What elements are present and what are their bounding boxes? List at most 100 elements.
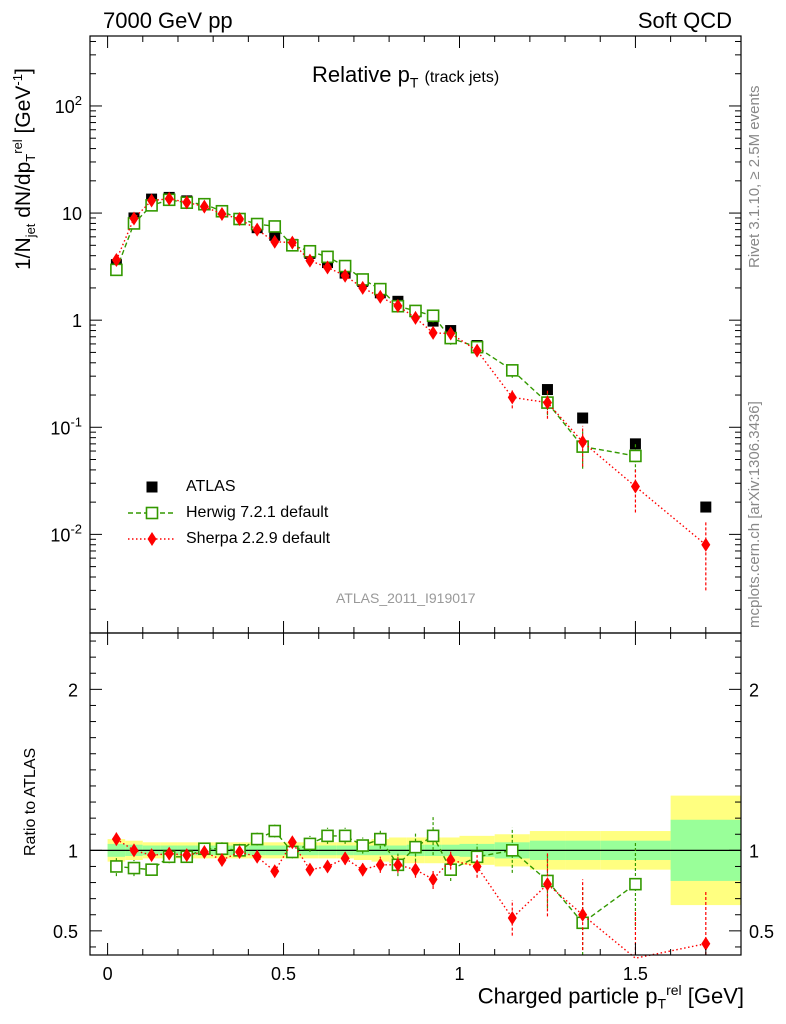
y-tick-label: 102 xyxy=(55,93,82,117)
y-tick-label: 10-1 xyxy=(50,414,82,438)
ratio-data-point xyxy=(321,829,334,843)
legend-marker xyxy=(146,481,158,493)
ratio-data-point xyxy=(701,936,711,951)
main-data-point xyxy=(577,412,589,424)
x-tick-label: 1.5 xyxy=(623,964,648,984)
chart-axes: 0 0.5 1 1.5 10-2 10-1 1 10 102 0.5 0.5 1 1 2 2 xyxy=(50,35,774,984)
ratio-data-point xyxy=(217,853,227,868)
ratio-data-point xyxy=(164,846,174,861)
main-data-point xyxy=(358,280,368,295)
main-data-point xyxy=(411,310,420,325)
ratio-y-tick-label-right: 2 xyxy=(749,680,759,700)
ratio-data-point xyxy=(338,829,352,843)
mcplots-label: mcplots.cern.ch [arXiv:1306.3436] xyxy=(746,401,763,628)
main-data-point xyxy=(505,364,519,377)
ratio-data-point xyxy=(393,857,403,872)
ratio-y-tick-label: 0.5 xyxy=(53,922,78,942)
ratio-data-point xyxy=(426,829,440,843)
ratio-data-point xyxy=(145,863,158,876)
rivet-version-label: Rivet 3.1.10, ≥ 2.5M events xyxy=(746,85,763,269)
ratio-data-point xyxy=(305,862,315,877)
main-data-point xyxy=(542,395,552,410)
main-data-point xyxy=(701,537,711,552)
header-right: Soft QCD xyxy=(637,8,732,33)
analysis-label: ATLAS_2011_I919017 xyxy=(336,590,476,606)
main-data-point xyxy=(375,289,385,304)
x-tick-label: 0.5 xyxy=(271,964,296,984)
main-data-point xyxy=(578,434,588,449)
chart-title: Relative pT (track jets) xyxy=(312,62,500,91)
ratio-data-point xyxy=(268,824,282,838)
ratio-y-tick-label-right: 0.5 xyxy=(749,922,774,942)
main-data-point xyxy=(111,252,121,267)
main-data-point xyxy=(629,438,641,450)
main-data-point xyxy=(541,384,553,396)
main-series-0 xyxy=(110,191,712,513)
legend-entry-2 xyxy=(128,532,176,546)
x-tick-label: 0 xyxy=(103,964,113,984)
ratio-series-1 xyxy=(111,832,711,959)
x-axis-label: Charged particle pTrel [GeV] xyxy=(477,982,744,1012)
ratio-data-point xyxy=(542,877,552,892)
main-data-point xyxy=(270,234,280,249)
ratio-data-point xyxy=(199,844,209,859)
chart-marks xyxy=(110,191,712,959)
ratio-data-point xyxy=(182,848,192,863)
main-data-point xyxy=(217,207,227,222)
ratio-data-point xyxy=(446,853,456,868)
ratio-data-point xyxy=(375,857,385,872)
main-data-point xyxy=(630,479,640,494)
main-data-point xyxy=(340,268,350,283)
main-data-point xyxy=(235,212,245,227)
legend-label-herwig: Herwig 7.2.1 default xyxy=(186,504,329,521)
main-data-point xyxy=(164,191,174,206)
main-data-point xyxy=(446,326,456,341)
main-data-point xyxy=(507,390,517,405)
main-data-point xyxy=(199,199,209,214)
main-data-point xyxy=(700,501,712,513)
ratio-y-tick-label-right: 1 xyxy=(749,841,759,861)
main-data-point xyxy=(129,211,139,226)
legend-label-sherpa: Sherpa 2.2.9 default xyxy=(186,530,331,547)
main-data-point xyxy=(252,222,262,237)
ratio-data-point xyxy=(235,844,245,859)
legend-entry-0 xyxy=(146,481,158,493)
main-series-2 xyxy=(111,191,711,591)
main-y-axis-label: 1/Njet dN/dpTrel [GeV-1] xyxy=(10,68,39,270)
y-tick-label: 1 xyxy=(72,311,82,331)
main-data-point xyxy=(305,253,315,268)
header-left: 7000 GeV pp xyxy=(103,8,233,33)
ratio-data-point xyxy=(629,877,642,891)
ratio-data-point xyxy=(507,910,517,925)
ratio-data-point xyxy=(505,844,519,857)
ratio-data-point xyxy=(374,832,387,846)
main-data-point xyxy=(629,449,642,463)
main-data-point xyxy=(268,220,282,233)
ratio-data-point xyxy=(356,839,370,852)
ratio-data-point xyxy=(110,860,123,873)
ratio-data-point xyxy=(270,864,280,879)
ratio-y-axis-label: Ratio to ATLAS xyxy=(22,747,39,856)
ratio-data-point xyxy=(472,859,482,874)
ratio-data-point xyxy=(129,843,139,858)
legend-marker xyxy=(147,532,157,546)
legend-label-atlas: ATLAS xyxy=(186,478,236,495)
ratio-data-point xyxy=(323,859,333,874)
y-tick-label: 10-2 xyxy=(50,521,82,545)
main-data-point xyxy=(426,309,440,323)
main-data-point xyxy=(182,195,192,210)
main-data-point xyxy=(147,193,157,208)
ratio-data-point xyxy=(215,842,229,856)
ratio-data-point xyxy=(578,907,588,922)
ratio-y-tick-label: 1 xyxy=(68,841,78,861)
ratio-data-point xyxy=(147,848,157,863)
ratio-data-point xyxy=(428,872,438,887)
ratio-data-point xyxy=(358,862,368,877)
ratio-data-point xyxy=(409,840,422,854)
legend-marker xyxy=(145,506,159,520)
main-series-line-1 xyxy=(115,199,636,457)
legend-entry-1 xyxy=(128,506,176,520)
ratio-data-point xyxy=(340,851,350,866)
ratio-data-point xyxy=(127,861,141,875)
